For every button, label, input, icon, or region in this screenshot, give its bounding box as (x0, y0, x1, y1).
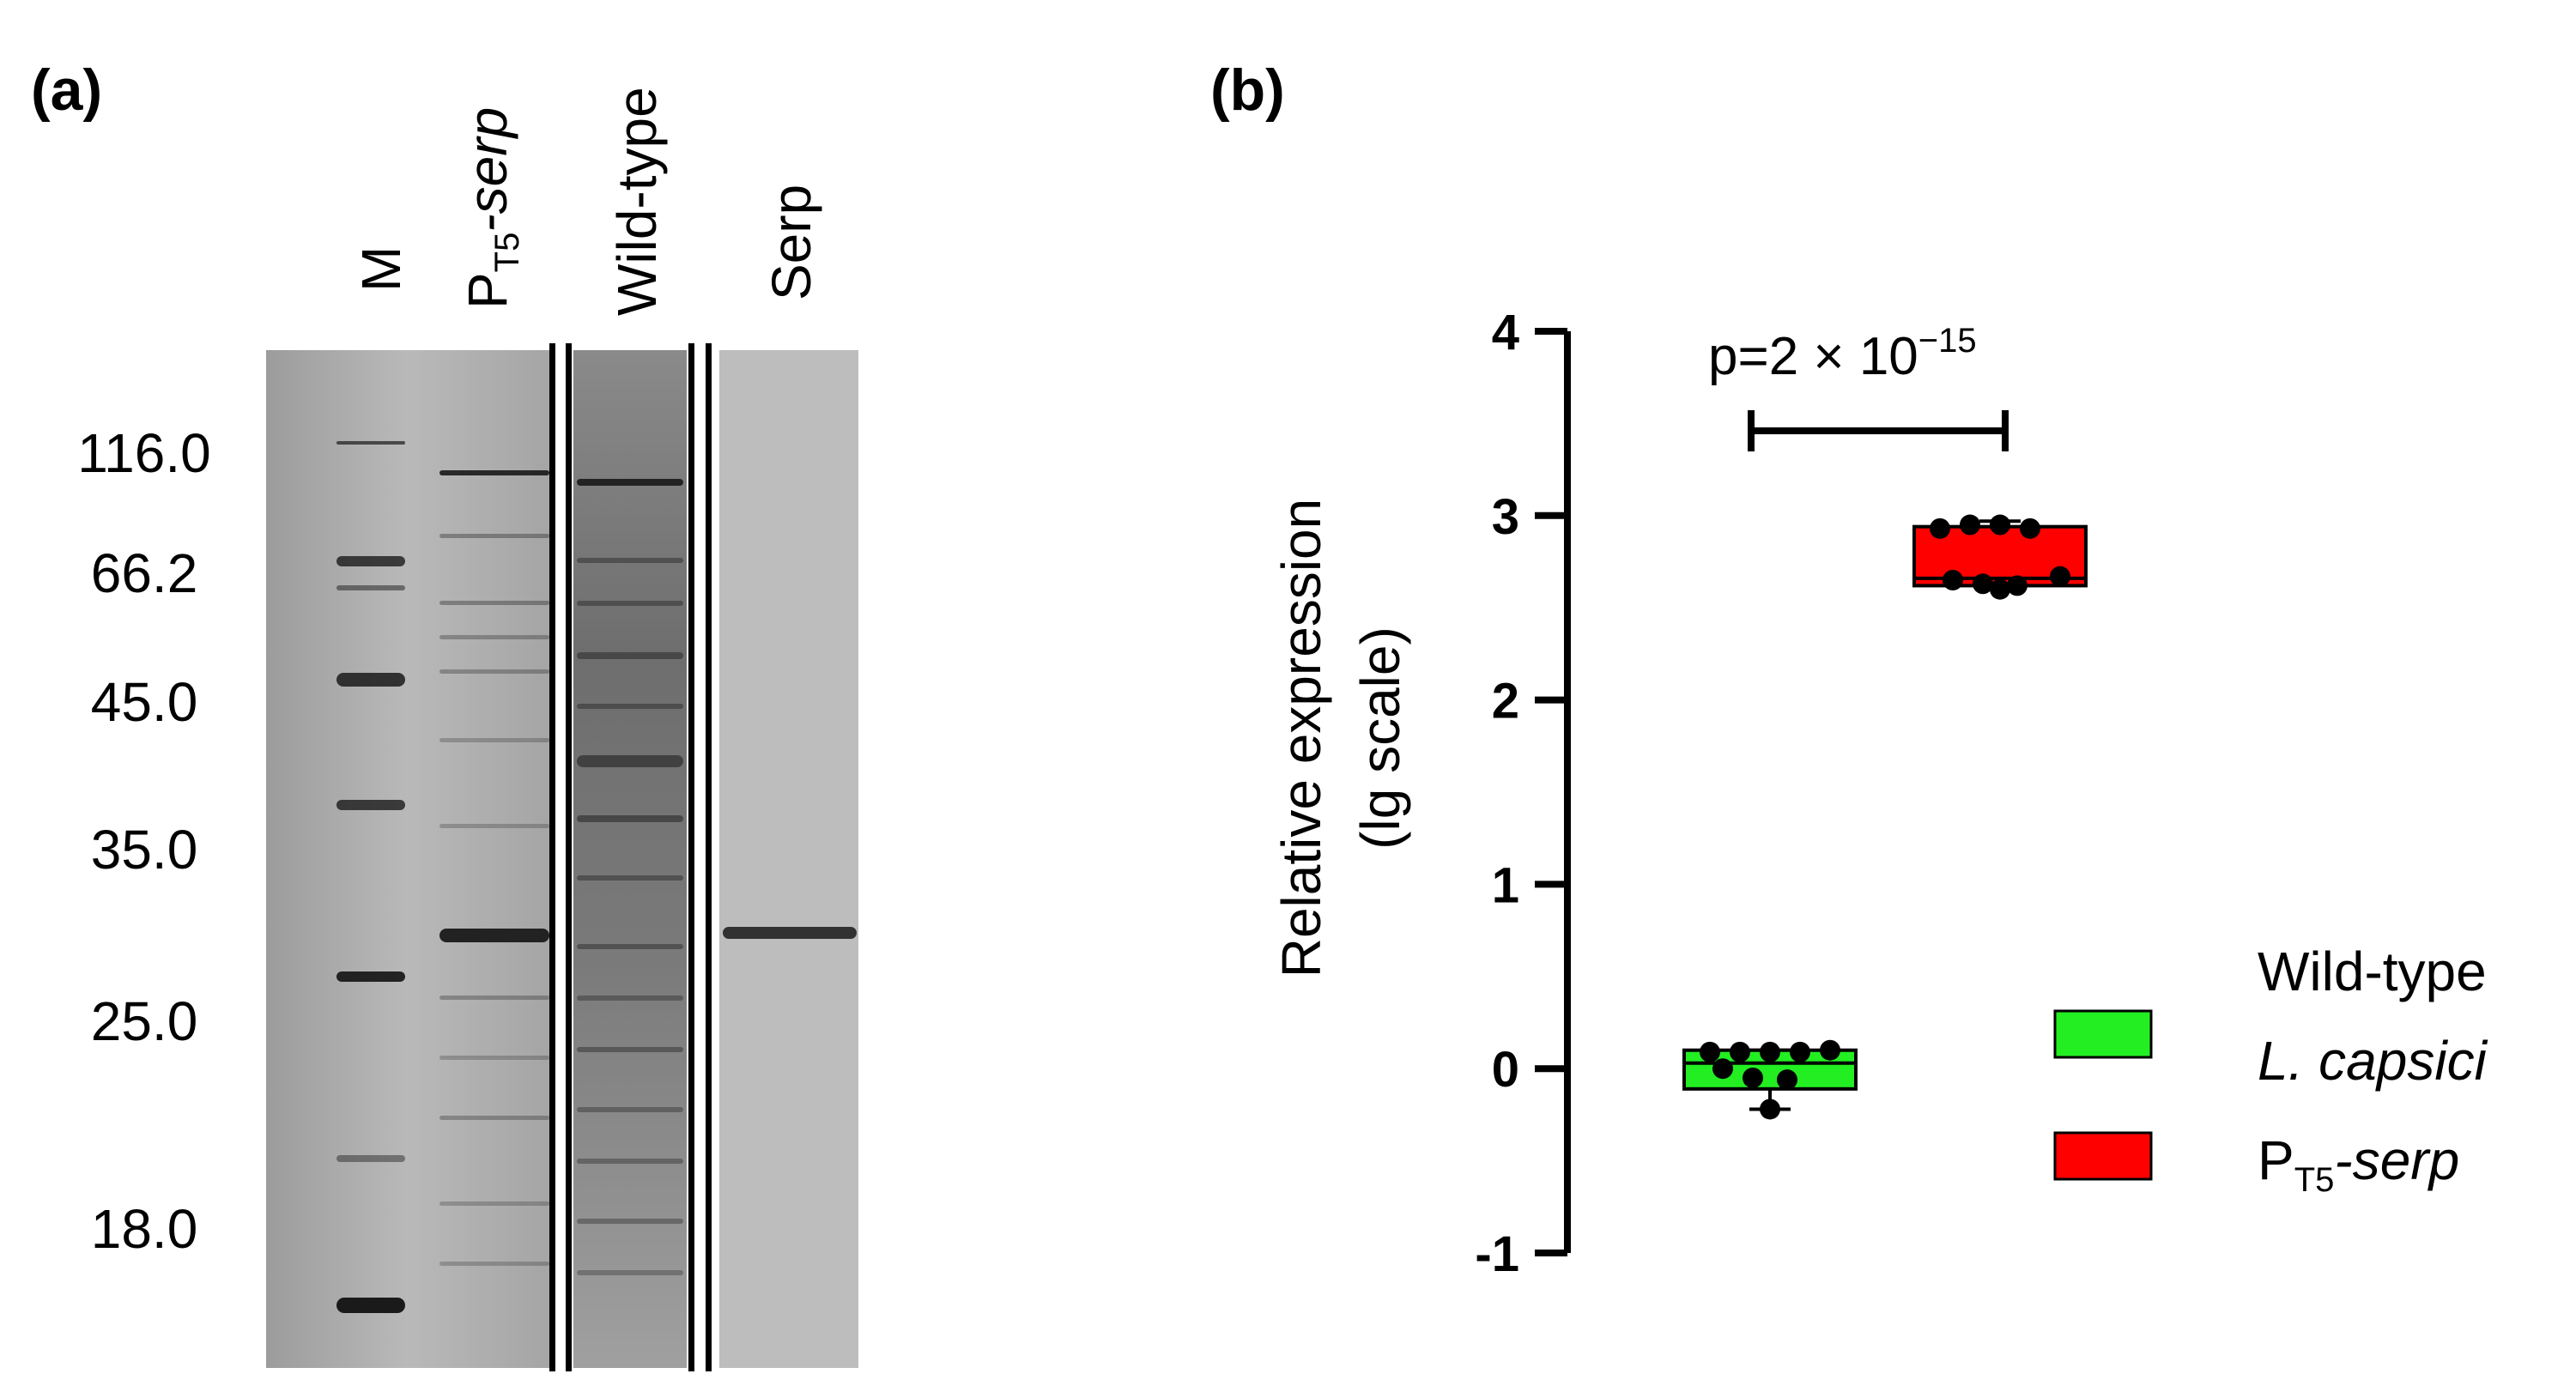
gel-band (577, 1159, 683, 1164)
gel-band (336, 556, 405, 566)
gel-band (336, 673, 405, 687)
p-value-annotation: p=2 × 10−15 (1708, 322, 1977, 386)
mw-marker-labels: 116.0 66.2 45.0 35.0 25.0 18.0 (77, 422, 210, 1260)
gel-band (577, 875, 683, 881)
gel-band (577, 601, 683, 606)
gel-band (336, 1298, 405, 1313)
gel-wild-type-section (573, 350, 687, 1368)
gel-band (439, 824, 549, 828)
gel-band (577, 558, 683, 563)
gel-band (439, 601, 549, 605)
data-point-pt5-serp (1973, 573, 1993, 595)
data-point-wild-type (1712, 1058, 1733, 1080)
data-point-pt5-serp (2007, 575, 2027, 596)
gel-separator (706, 343, 712, 1371)
gel-band (439, 738, 549, 742)
mw-marker-label: 18.0 (91, 1198, 198, 1260)
legend-label-wild-type-line2: L. capsici (2258, 1030, 2488, 1092)
gel-image (266, 343, 858, 1371)
gel-band (577, 1047, 683, 1052)
gel-band (336, 800, 405, 810)
gel-band (439, 996, 549, 1000)
y-tick-label: 1 (1492, 857, 1519, 913)
gel-band (336, 441, 405, 445)
gel-band (577, 1107, 683, 1112)
gel-band (577, 944, 683, 949)
mw-marker-label: 25.0 (91, 990, 198, 1052)
lane-label-pt5-serp: PT5-serp (457, 107, 526, 309)
gel-band (336, 585, 405, 590)
legend: Wild-type L. capsici PT5-serp (2053, 941, 2488, 1199)
data-point-pt5-serp (1960, 514, 1980, 536)
panel-a-label: (a) (31, 57, 102, 123)
gel-band (439, 1262, 549, 1266)
gel-left-section (266, 350, 549, 1368)
gel-band (439, 635, 549, 639)
mw-marker-label: 116.0 (77, 422, 210, 484)
gel-band (577, 755, 683, 767)
gel-band (439, 1056, 549, 1060)
mw-marker-label: 35.0 (91, 819, 198, 881)
gel-band (439, 534, 549, 538)
lane-label-m: M (350, 246, 412, 292)
gel-band (577, 1219, 683, 1224)
boxplot-chart: -1 0 1 2 3 4 (1475, 305, 2088, 1282)
significance-bracket (1748, 410, 2009, 451)
data-point-wild-type (1760, 1041, 1780, 1062)
gel-band (577, 652, 683, 659)
y-axis-title-line1: Relative expression (1270, 499, 1332, 978)
gel-band (439, 929, 549, 942)
legend-label-wild-type-line1: Wild-type (2258, 941, 2487, 1002)
data-point-pt5-serp (1990, 578, 2010, 600)
data-point-wild-type (1760, 1098, 1780, 1120)
gel-band (439, 1116, 549, 1120)
gel-separator (566, 343, 572, 1371)
gel-band (577, 479, 683, 486)
legend-swatch-pt5-serp (2053, 1131, 2153, 1181)
data-point-wild-type (1743, 1067, 1763, 1088)
legend-swatch-wild-type (2053, 1009, 2153, 1059)
lane-label-serp: Serp (761, 185, 822, 300)
legend-label-pt5-serp: PT5-serp (2258, 1129, 2459, 1199)
mw-marker-label: 45.0 (91, 671, 198, 733)
gel-band (439, 470, 549, 475)
data-point-pt5-serp (1990, 514, 2010, 536)
gel-serp-section (719, 350, 858, 1368)
gel-band (577, 996, 683, 1001)
gel-band (577, 704, 683, 709)
lane-label-wild-type: Wild-type (606, 87, 668, 316)
data-point-pt5-serp (1930, 517, 1950, 539)
gel-band (336, 1155, 405, 1162)
y-tick-label: 2 (1492, 674, 1519, 729)
mw-marker-label: 66.2 (91, 542, 198, 604)
gel-separator (549, 343, 555, 1371)
y-tick-label: 4 (1492, 305, 1519, 360)
y-axis-title-line2: (lg scale) (1349, 626, 1411, 850)
gel-band (439, 669, 549, 674)
panel-b-label: (b) (1210, 57, 1285, 123)
data-point-wild-type (1730, 1041, 1750, 1062)
y-tick-label: 0 (1492, 1042, 1519, 1098)
gel-band (723, 927, 857, 939)
y-tick-label: 3 (1492, 489, 1519, 545)
data-point-pt5-serp (2020, 517, 2040, 539)
data-point-wild-type (1820, 1039, 1840, 1061)
gel-separator (688, 343, 694, 1371)
gel-band (336, 971, 405, 982)
gel-band (577, 815, 683, 822)
data-point-wild-type (1777, 1069, 1797, 1091)
data-point-wild-type (1700, 1041, 1720, 1062)
data-point-pt5-serp (1943, 569, 1963, 590)
data-point-wild-type (1790, 1041, 1810, 1062)
gel-band (577, 1270, 683, 1275)
gel-band (439, 1201, 549, 1206)
data-point-pt5-serp (2050, 566, 2070, 587)
y-tick-label: -1 (1475, 1226, 1519, 1282)
